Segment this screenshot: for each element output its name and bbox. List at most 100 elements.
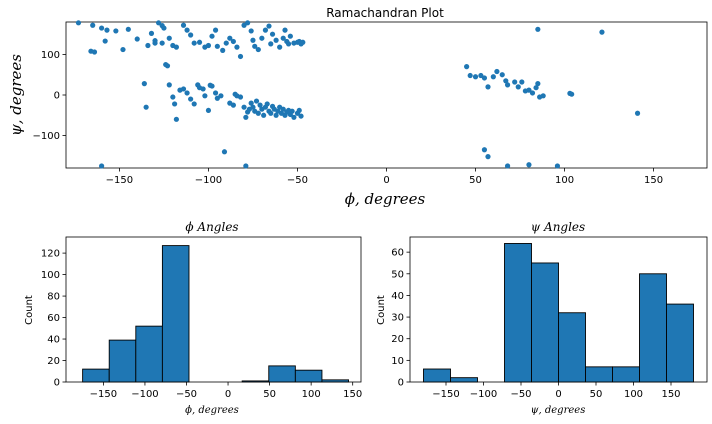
phi-bar xyxy=(135,325,163,383)
scatter-x-tick-label: 100 xyxy=(555,175,574,186)
psi-y-tick-label: 20 xyxy=(391,334,404,345)
scatter-x-tick-label: 0 xyxy=(383,175,389,186)
scatter-point xyxy=(289,108,295,114)
psi-y-label: Count xyxy=(376,295,387,325)
psi-bar xyxy=(504,243,532,383)
psi-x-ticks: −150 −100 −50 0 50 100 150 xyxy=(432,382,681,400)
scatter-point xyxy=(104,27,110,33)
phi-bar xyxy=(268,365,296,383)
phi-x-tick-label: 150 xyxy=(343,389,362,400)
scatter-point xyxy=(188,96,194,102)
phi-bar xyxy=(294,369,323,383)
scatter-point xyxy=(526,87,532,93)
phi-x-tick-label: −50 xyxy=(176,389,197,400)
psi-y-tick-label: 10 xyxy=(391,356,404,367)
scatter-point xyxy=(499,72,505,78)
phi-y-ticks: 0 20 40 60 80 100 120 xyxy=(41,249,66,389)
scatter-point xyxy=(241,104,247,110)
scatter-point xyxy=(269,31,276,37)
scatter-point xyxy=(237,53,244,60)
phi-y-tick-label: 60 xyxy=(47,313,60,324)
scatter-point xyxy=(253,98,260,104)
scatter-point xyxy=(125,26,131,32)
scatter-point xyxy=(296,107,302,114)
psi-bar xyxy=(531,262,559,383)
scatter-point xyxy=(257,102,263,108)
scatter-x-label: ϕ, degrees xyxy=(345,190,426,208)
scatter-point xyxy=(250,104,256,110)
scatter-point xyxy=(159,40,165,46)
phi-bar xyxy=(82,368,110,383)
scatter-point xyxy=(291,114,297,120)
phi-bars xyxy=(82,245,349,383)
scatter-point xyxy=(485,154,491,160)
scatter-x-tick-label: −100 xyxy=(195,175,222,186)
scatter-x-tick-label: 150 xyxy=(644,175,663,186)
scatter-point xyxy=(554,163,561,169)
scatter-point xyxy=(152,40,158,46)
scatter-point xyxy=(481,75,488,81)
scatter-point xyxy=(248,28,254,34)
scatter-point xyxy=(209,83,215,89)
psi-y-ticks: 0 10 20 30 40 50 60 xyxy=(391,248,410,389)
scatter-point xyxy=(173,116,179,122)
scatter-point xyxy=(184,90,190,96)
scatter-point xyxy=(145,42,151,49)
scatter-x-tick-label: 50 xyxy=(469,175,482,186)
scatter-point xyxy=(99,163,105,169)
scatter-point xyxy=(184,27,190,33)
phi-y-tick-label: 120 xyxy=(41,249,60,260)
psi-histogram-panel: ψ Angles −150 −100 −50 0 50 100 150 0 10 20 30 40 5… xyxy=(376,220,708,416)
scatter-point xyxy=(540,93,546,99)
scatter-y-tick-label: 100 xyxy=(41,50,60,61)
psi-x-label: ψ, degrees xyxy=(531,405,586,416)
psi-bar xyxy=(558,312,586,383)
psi-x-tick-label: 50 xyxy=(590,389,603,400)
scatter-point xyxy=(264,101,270,107)
scatter-point xyxy=(230,102,236,108)
scatter-point xyxy=(243,114,249,120)
scatter-point xyxy=(535,26,541,32)
scatter-point xyxy=(472,74,479,80)
scatter-point xyxy=(237,94,244,100)
psi-bar xyxy=(612,366,640,383)
ramachandran-scatter-panel: Ramachandran Plot −150 −100 −50 0 50 100 150 −… xyxy=(7,6,708,208)
scatter-point xyxy=(266,23,272,29)
scatter-point xyxy=(209,33,215,39)
scatter-point xyxy=(519,79,525,85)
scatter-point xyxy=(248,100,254,106)
psi-x-tick-label: −150 xyxy=(432,389,459,400)
scatter-x-ticks: −150 −100 −50 0 50 100 150 xyxy=(106,168,663,186)
psi-y-tick-label: 40 xyxy=(391,291,404,302)
phi-y-label: Count xyxy=(24,295,35,325)
scatter-point xyxy=(166,35,172,41)
scatter-point xyxy=(202,93,208,99)
scatter-point xyxy=(512,79,518,85)
scatter-point xyxy=(261,112,267,118)
psi-bar xyxy=(450,377,478,383)
phi-y-tick-label: 40 xyxy=(47,335,60,346)
scatter-point xyxy=(148,30,155,36)
scatter-point xyxy=(170,94,176,100)
scatter-point xyxy=(485,84,491,90)
scatter-point xyxy=(280,35,286,41)
scatter-point xyxy=(180,22,187,28)
scatter-title: Ramachandran Plot xyxy=(326,6,444,20)
psi-bar xyxy=(423,368,451,383)
phi-x-tick-label: 50 xyxy=(263,389,276,400)
scatter-y-tick-label: −100 xyxy=(33,131,60,142)
scatter-point xyxy=(481,147,488,153)
scatter-point xyxy=(504,163,511,169)
phi-y-tick-label: 80 xyxy=(47,292,60,303)
scatter-point xyxy=(515,84,521,90)
phi-x-tick-label: −150 xyxy=(90,389,117,400)
phi-bar xyxy=(241,380,270,383)
scatter-point xyxy=(218,93,224,99)
scatter-point xyxy=(250,37,256,43)
phi-x-label: ϕ, degrees xyxy=(185,405,239,416)
scatter-point xyxy=(234,44,240,50)
scatter-point xyxy=(205,107,212,114)
scatter-point xyxy=(90,22,96,28)
psi-bars xyxy=(423,243,694,383)
scatter-point xyxy=(243,163,249,169)
